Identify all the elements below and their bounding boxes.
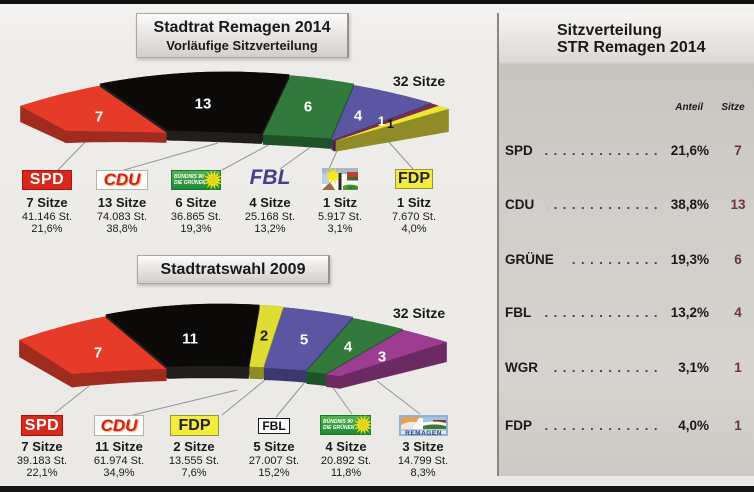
svg-text:11: 11 (182, 330, 198, 347)
svg-text:13: 13 (195, 95, 212, 112)
svg-text:REMAGEN: REMAGEN (405, 430, 442, 436)
svg-text:7: 7 (95, 108, 103, 125)
svg-text:1: 1 (387, 117, 394, 131)
svg-text:2: 2 (260, 327, 268, 344)
svg-text:1: 1 (378, 114, 385, 129)
svg-text:4: 4 (354, 107, 363, 124)
svg-text:4: 4 (344, 338, 353, 355)
svg-text:5: 5 (300, 331, 308, 348)
svg-text:7: 7 (94, 344, 102, 361)
svg-text:3: 3 (378, 348, 386, 365)
svg-text:WG: WG (348, 185, 356, 190)
svg-text:6: 6 (304, 98, 312, 115)
